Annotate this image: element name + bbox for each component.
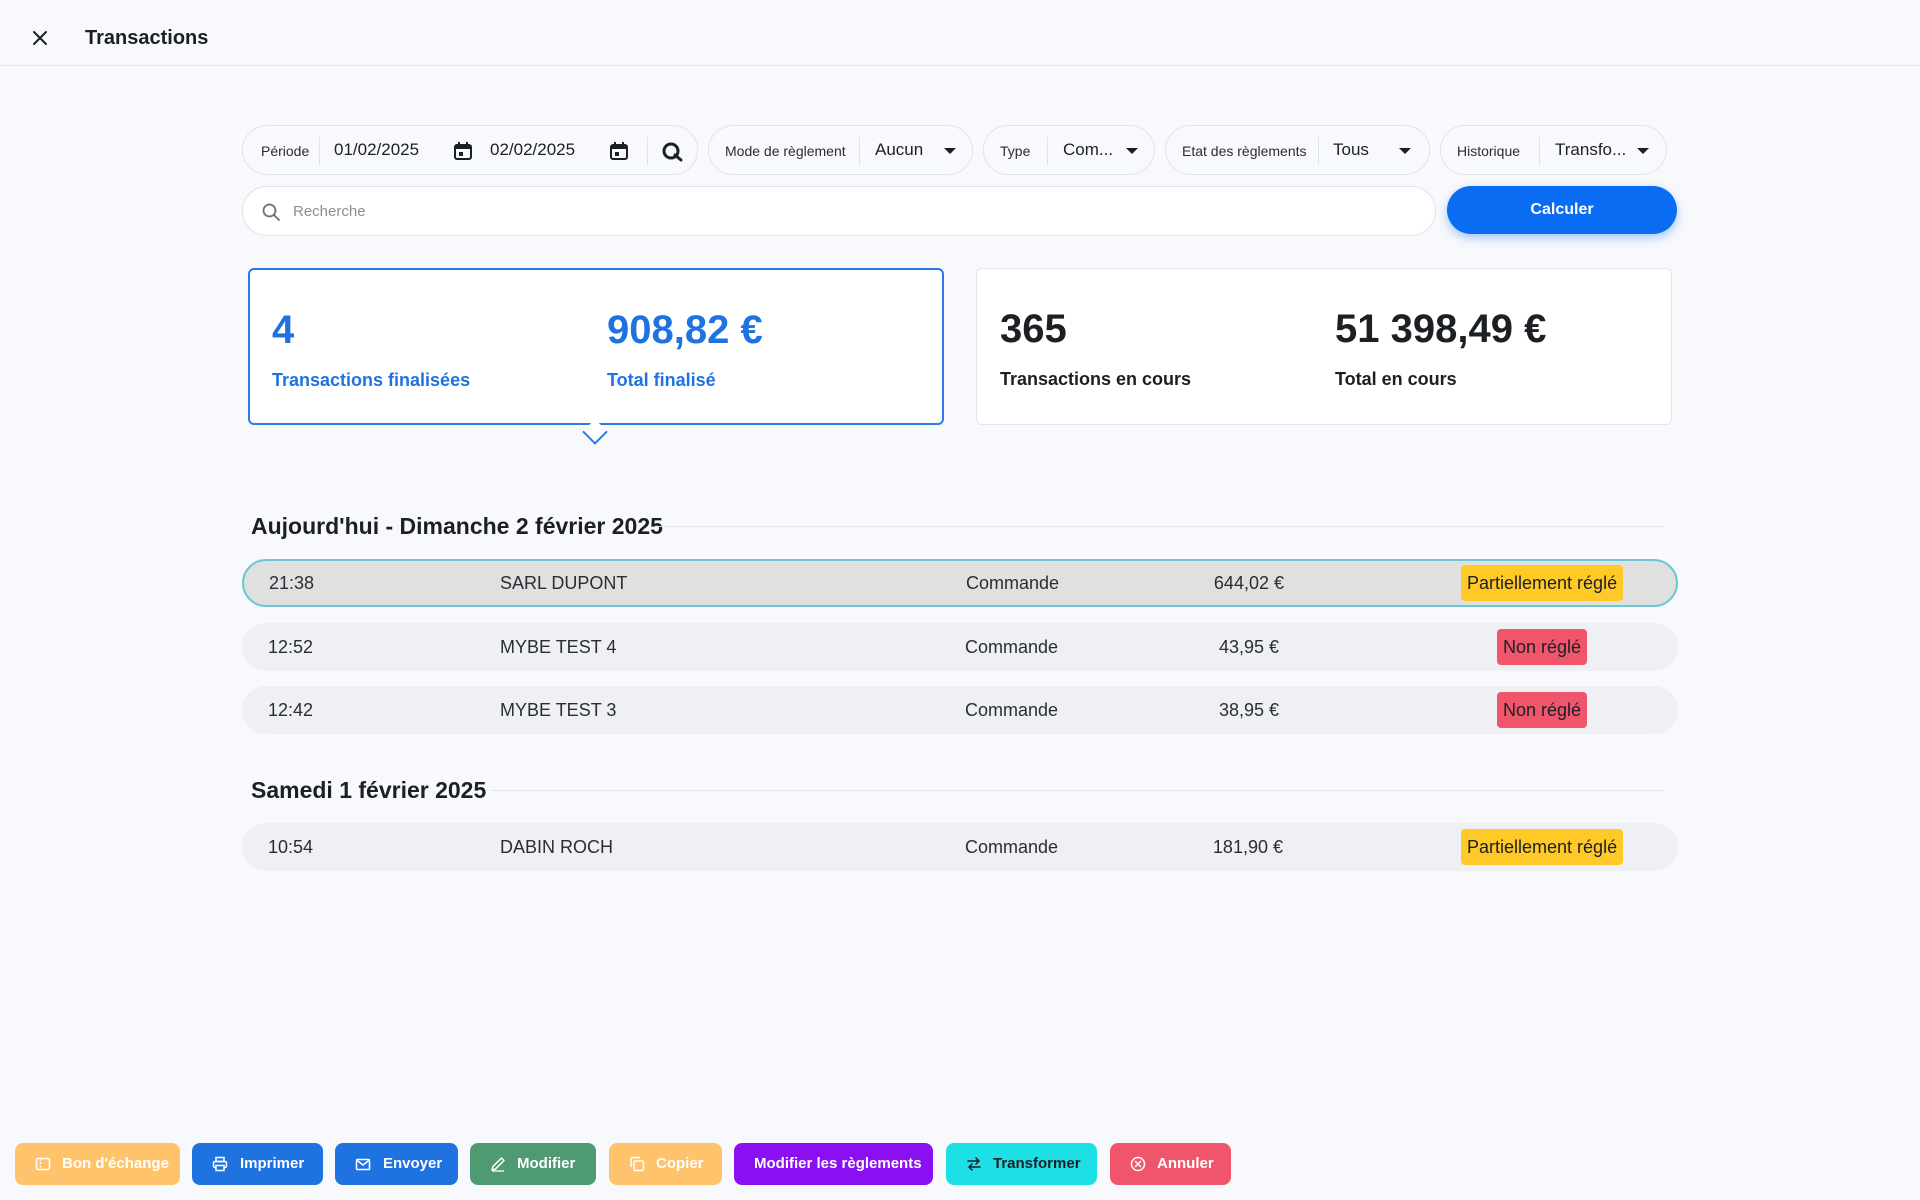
button-label: Copier: [656, 1155, 704, 1172]
cancel-button[interactable]: Annuler: [1110, 1143, 1231, 1185]
button-label: Annuler: [1157, 1155, 1214, 1172]
page-title: Transactions: [85, 27, 209, 49]
calendar-icon[interactable]: [453, 141, 473, 161]
status-badge: Non réglé: [1497, 629, 1588, 665]
copy-button[interactable]: Copier: [609, 1143, 722, 1185]
edit-payments-button[interactable]: Modifier les règlements: [734, 1143, 933, 1185]
date-group-title: Samedi 1 février 2025: [251, 777, 487, 803]
search-placeholder: Recherche: [293, 203, 366, 220]
button-label: Modifier: [517, 1155, 576, 1172]
pending-summary-card[interactable]: 365 Transactions en cours 51 398,49 € To…: [976, 268, 1672, 425]
finalized-total-label: Total finalisé: [607, 370, 716, 390]
date-group-title: Aujourd'hui - Dimanche 2 février 2025: [251, 513, 663, 539]
payment-state-filter[interactable]: Etat des règlements Tous: [1165, 125, 1430, 175]
payment-mode-label: Mode de règlement: [725, 143, 846, 159]
payment-mode-filter[interactable]: Mode de règlement Aucun: [708, 125, 973, 175]
divider: [656, 526, 1664, 527]
transaction-row[interactable]: 21:38 SARL DUPONT Commande 644,02 € Part…: [242, 559, 1678, 607]
status-badge: Non réglé: [1497, 692, 1588, 728]
type-label: Type: [1000, 143, 1031, 159]
type-filter[interactable]: Type Com...: [983, 125, 1155, 175]
history-value: Transfo...: [1555, 140, 1627, 159]
row-type: Commande: [965, 637, 1059, 657]
button-label: Envoyer: [383, 1155, 443, 1172]
history-filter[interactable]: Historique Transfo...: [1440, 125, 1667, 175]
divider: [490, 790, 1664, 791]
row-client: SARL DUPONT: [500, 573, 628, 593]
separator: [1318, 137, 1319, 165]
separator: [859, 137, 860, 165]
row-time: 10:54: [268, 837, 314, 857]
pending-total: 51 398,49 €: [1335, 307, 1547, 351]
row-client: MYBE TEST 4: [500, 637, 617, 657]
transaction-row[interactable]: 12:52 MYBE TEST 4 Commande 43,95 € Non r…: [242, 623, 1678, 671]
chevron-down-icon: [944, 148, 956, 154]
transform-button[interactable]: Transformer: [946, 1143, 1097, 1185]
row-amount: 181,90 €: [1212, 837, 1283, 857]
separator: [647, 137, 648, 165]
separator: [1539, 137, 1540, 165]
cancel-circle-icon: [1130, 1156, 1146, 1172]
transaction-row[interactable]: 12:42 MYBE TEST 3 Commande 38,95 € Non r…: [242, 686, 1678, 734]
payment-state-value: Tous: [1333, 140, 1369, 159]
period-filter: Période 01/02/2025 02/02/2025: [242, 125, 698, 175]
finalized-total: 908,82 €: [607, 308, 763, 352]
copy-icon: [630, 1156, 645, 1172]
pending-count-label: Transactions en cours: [1000, 369, 1192, 389]
row-amount: 644,02 €: [1213, 573, 1284, 593]
send-mail-icon: [355, 1158, 371, 1171]
calendar-icon[interactable]: [609, 141, 629, 161]
period-start-input[interactable]: 01/02/2025: [334, 140, 420, 159]
row-amount: 38,95 €: [1218, 700, 1279, 720]
row-time: 12:52: [268, 637, 314, 657]
history-label: Historique: [1457, 143, 1521, 159]
row-amount: 43,95 €: [1218, 637, 1279, 657]
button-label: Imprimer: [240, 1155, 305, 1172]
close-icon[interactable]: [28, 26, 52, 50]
pencil-icon: [491, 1157, 505, 1172]
print-button[interactable]: Imprimer: [192, 1143, 323, 1185]
payment-mode-value: Aucun: [875, 140, 924, 159]
separator: [319, 137, 320, 165]
transaction-row[interactable]: 10:54 DABIN ROCH Commande 181,90 € Parti…: [242, 823, 1678, 871]
row-client: MYBE TEST 3: [500, 700, 617, 720]
chevron-down-icon: [1637, 148, 1649, 154]
search-icon: [262, 203, 280, 221]
pending-total-label: Total en cours: [1335, 369, 1457, 389]
search-input[interactable]: Recherche: [242, 186, 1436, 236]
row-type: Commande: [965, 837, 1059, 857]
chevron-down-icon: [1126, 148, 1138, 154]
row-client: DABIN ROCH: [500, 837, 614, 857]
chevron-down-icon: [1399, 148, 1411, 154]
exchange-voucher-button[interactable]: Bon d'échange: [15, 1143, 180, 1185]
transform-arrows-icon: [967, 1157, 981, 1171]
row-time: 21:38: [269, 573, 315, 593]
button-label: Transformer: [993, 1155, 1081, 1172]
row-type: Commande: [966, 573, 1060, 593]
pending-count: 365: [1000, 307, 1067, 351]
voucher-icon: [35, 1157, 51, 1171]
send-button[interactable]: Envoyer: [335, 1143, 458, 1185]
edit-button[interactable]: Modifier: [470, 1143, 596, 1185]
separator: [1047, 137, 1048, 165]
period-end-input[interactable]: 02/02/2025: [490, 140, 576, 159]
button-label: Modifier les règlements: [754, 1155, 922, 1172]
status-badge: Partiellement réglé: [1461, 829, 1624, 865]
type-value: Com...: [1063, 140, 1114, 159]
calculate-button[interactable]: Calculer: [1447, 186, 1677, 234]
row-time: 12:42: [268, 700, 314, 720]
finalized-summary-card[interactable]: 4 Transactions finalisées 908,82 € Total…: [248, 268, 944, 425]
status-badge: Partiellement réglé: [1461, 565, 1624, 601]
button-label: Bon d'échange: [62, 1155, 169, 1172]
period-label: Période: [261, 143, 310, 159]
finalized-count-label: Transactions finalisées: [272, 370, 471, 390]
date-search-icon[interactable]: [661, 140, 683, 162]
payment-state-label: Etat des règlements: [1182, 143, 1307, 159]
row-type: Commande: [965, 700, 1059, 720]
finalized-count: 4: [272, 308, 295, 352]
top-bar: Transactions: [0, 0, 1920, 66]
printer-icon: [212, 1156, 228, 1172]
